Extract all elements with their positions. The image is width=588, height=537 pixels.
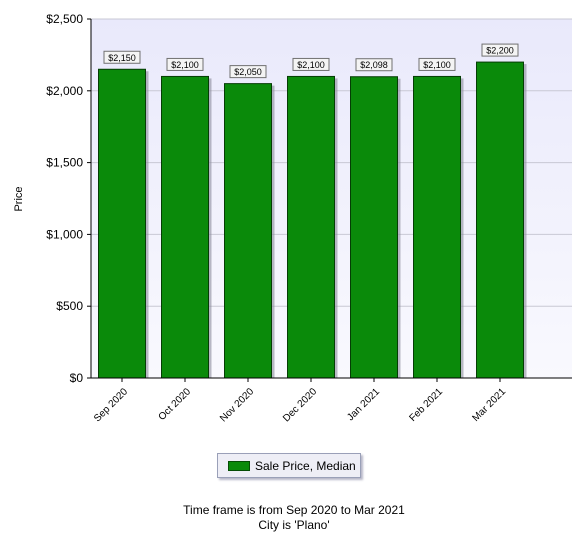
x-tick-label: Jan 2021 [345, 386, 382, 423]
data-label: $2,098 [360, 60, 388, 70]
data-label-box [292, 57, 330, 71]
x-tick-label: Sep 2020 [92, 386, 130, 424]
data-label-box [103, 50, 141, 64]
y-axis-title: Price [13, 186, 25, 211]
y-tick-label: $1,000 [46, 227, 83, 241]
y-tick-label: $2,500 [46, 12, 83, 26]
data-label-box [418, 57, 456, 71]
x-tick-label: Feb 2021 [407, 386, 445, 424]
data-label: $2,100 [423, 60, 451, 70]
footer-timeframe: Time frame is from Sep 2020 to Mar 2021 [183, 503, 405, 517]
data-label-box [229, 65, 267, 79]
legend-swatch [228, 460, 250, 471]
bar [161, 75, 209, 379]
data-label: $2,050 [234, 67, 262, 77]
data-label-box [355, 58, 393, 72]
data-label: $2,150 [108, 53, 136, 63]
data-label: $2,100 [297, 60, 325, 70]
legend: Sale Price, Median [217, 453, 361, 478]
bar [224, 83, 272, 379]
x-tick-label: Oct 2020 [157, 386, 194, 423]
x-tick-label: Dec 2020 [281, 386, 319, 424]
bars [98, 61, 527, 379]
y-tick-label: $500 [56, 299, 83, 313]
footer-city: City is 'Plano' [258, 518, 330, 532]
data-label-box [166, 57, 204, 71]
x-tick-label: Nov 2020 [218, 386, 256, 424]
data-label: $2,100 [171, 60, 199, 70]
bar [413, 75, 461, 379]
legend-label: Sale Price, Median [255, 458, 356, 473]
data-label: $2,200 [486, 46, 514, 56]
bar [287, 75, 335, 379]
y-tick-label: $1,500 [46, 156, 83, 170]
y-tick-label: $0 [70, 371, 84, 385]
x-tick-label: Mar 2021 [470, 386, 508, 424]
axes [87, 18, 572, 382]
bar [476, 61, 524, 379]
bar [350, 76, 398, 379]
bar [98, 68, 146, 379]
y-tick-label: $2,000 [46, 84, 83, 98]
data-label-box [481, 43, 519, 57]
